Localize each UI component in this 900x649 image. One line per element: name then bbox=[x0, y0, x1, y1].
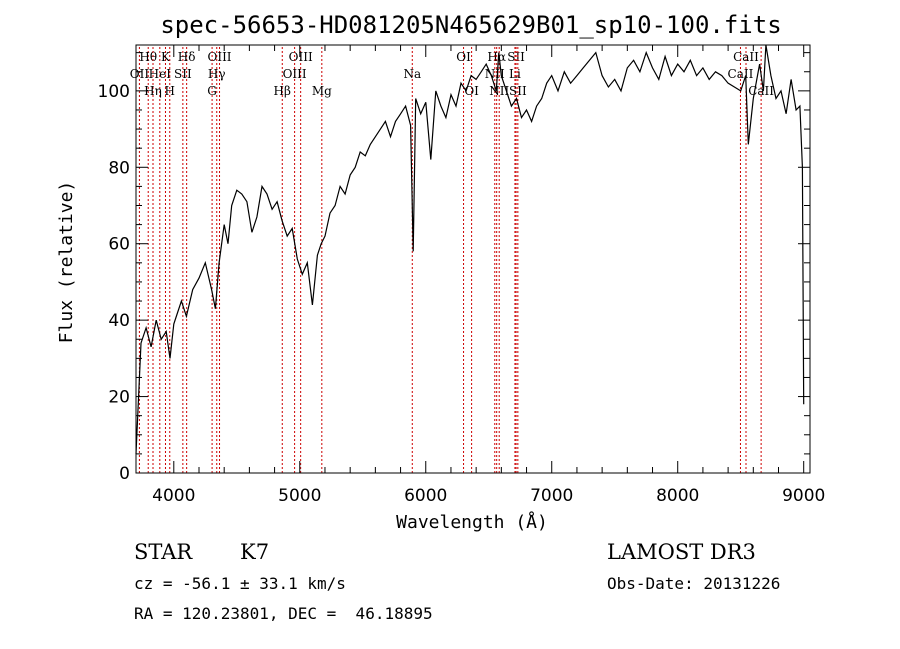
x-tick-label: 7000 bbox=[530, 486, 573, 506]
spectrum-chart: spec-56653-HD081205N465629B01_sp10-100.f… bbox=[56, 11, 825, 533]
spectral-line-label: SII bbox=[507, 50, 525, 64]
spectral-line-label: HeI bbox=[149, 67, 172, 81]
spectral-line-label: G bbox=[207, 84, 217, 98]
spectral-line-markers: Hθ OII HeI Hη K H SII Hδ OIII Hγ G Hβ OIII OIII Mg Na OI… bbox=[130, 47, 774, 473]
spectral-line-label: SII bbox=[509, 84, 527, 98]
y-tick-label: 40 bbox=[108, 311, 130, 331]
x-axis-label: Wavelength (Å) bbox=[396, 511, 548, 533]
spectral-line-label: SII bbox=[174, 67, 192, 81]
spectral-line-label: H bbox=[165, 84, 175, 98]
x-tick-label: 8000 bbox=[656, 486, 699, 506]
spectral-line-label: OI bbox=[456, 50, 471, 64]
spectral-line-label: Hγ bbox=[208, 67, 226, 81]
x-tick-label: 6000 bbox=[404, 486, 447, 506]
chart-title: spec-56653-HD081205N465629B01_sp10-100.f… bbox=[160, 11, 781, 39]
y-axis-label: Flux (relative) bbox=[56, 181, 77, 344]
spectral-line-label: CaII bbox=[728, 67, 754, 81]
spectral-line-label: NII bbox=[485, 67, 505, 81]
spectral-line-label: Mg bbox=[312, 84, 332, 98]
spectral-line-label: NII bbox=[489, 84, 509, 98]
redshift-info: cz = -56.1 ± 33.1 km/s bbox=[134, 574, 346, 593]
spectral-line-label: Na bbox=[403, 67, 421, 81]
y-tick-label: 20 bbox=[108, 388, 130, 408]
obs-date: Obs-Date: 20131226 bbox=[607, 574, 781, 593]
spectral-line-label: Li bbox=[509, 67, 521, 81]
spectral-line-label: OIII bbox=[207, 50, 231, 64]
spectral-line-label: Hθ bbox=[139, 50, 157, 64]
spectral-line-label: OIII bbox=[289, 50, 313, 64]
spectral-line-label: Hδ bbox=[178, 50, 196, 64]
spectral-line-label: Hα bbox=[487, 50, 506, 64]
spectral-line-label: K bbox=[161, 50, 171, 64]
y-tick-label: 100 bbox=[98, 82, 130, 102]
spectrum-series-line bbox=[135, 44, 805, 454]
spectral-line-label: OIII bbox=[283, 67, 307, 81]
y-tick-label: 60 bbox=[108, 235, 130, 255]
spectral-line-label: CaII bbox=[748, 84, 774, 98]
y-axis-ticks: 0 20 40 60 80 100 bbox=[98, 52, 810, 484]
spectral-line-label: OI bbox=[464, 84, 479, 98]
coordinates: RA = 120.23801, DEC = 46.18895 bbox=[134, 604, 433, 623]
x-tick-label: 9000 bbox=[782, 486, 825, 506]
spectral-line-label: OII bbox=[130, 67, 150, 81]
plot-frame bbox=[135, 44, 811, 474]
spectral-line-label: Hη bbox=[144, 84, 162, 98]
x-tick-label: 5000 bbox=[278, 486, 321, 506]
object-class: STAR bbox=[134, 540, 193, 564]
spectral-line-label: CaII bbox=[733, 50, 759, 64]
x-axis-ticks: 4000 5000 6000 7000 8000 9000 bbox=[152, 45, 825, 506]
x-tick-label: 4000 bbox=[152, 486, 195, 506]
object-subclass: K7 bbox=[240, 540, 270, 564]
survey-name: LAMOST DR3 bbox=[607, 540, 756, 564]
spectral-line-label: Hβ bbox=[274, 84, 291, 98]
y-tick-label: 80 bbox=[108, 158, 130, 178]
y-tick-label: 0 bbox=[119, 464, 130, 484]
